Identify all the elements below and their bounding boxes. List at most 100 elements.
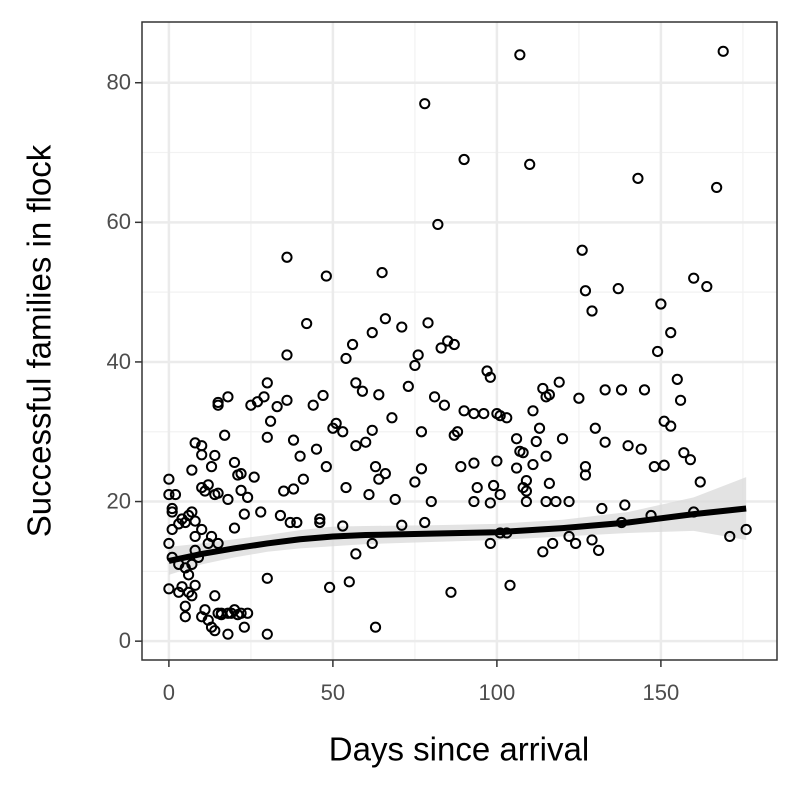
point: [327, 422, 339, 434]
point: [373, 389, 385, 401]
point: [471, 481, 483, 494]
point: [169, 488, 182, 501]
point: [547, 537, 559, 550]
point: [419, 98, 431, 110]
point: [484, 371, 496, 383]
point: [530, 435, 542, 448]
point: [448, 429, 460, 441]
point: [379, 468, 391, 480]
point: [189, 437, 201, 449]
point: [652, 345, 664, 358]
point: [458, 153, 470, 166]
point: [205, 530, 218, 543]
point: [163, 583, 175, 595]
point: [189, 579, 201, 591]
point: [510, 462, 523, 474]
point: [307, 399, 319, 411]
point: [301, 317, 313, 330]
point: [540, 495, 552, 508]
point: [196, 523, 208, 536]
point: [337, 520, 349, 532]
point: [212, 537, 224, 550]
point: [455, 461, 467, 473]
point: [553, 376, 565, 388]
point: [163, 488, 175, 501]
point: [596, 502, 608, 515]
point: [173, 518, 185, 530]
point: [563, 530, 575, 543]
point: [284, 516, 296, 529]
point: [491, 455, 503, 467]
point: [678, 447, 690, 459]
point: [425, 495, 437, 508]
point: [320, 461, 332, 473]
point: [717, 45, 729, 57]
point: [586, 305, 598, 317]
point: [166, 502, 178, 515]
point: [373, 473, 385, 485]
y-tick-label: 0: [119, 628, 131, 653]
point: [674, 394, 687, 406]
point: [543, 477, 555, 489]
point: [389, 493, 401, 506]
point: [688, 272, 700, 284]
point: [579, 469, 592, 481]
point: [409, 359, 421, 372]
point: [189, 530, 201, 543]
point: [415, 463, 428, 475]
point: [724, 530, 736, 543]
point: [540, 450, 552, 462]
point: [205, 461, 218, 473]
point: [314, 516, 326, 529]
point: [694, 476, 706, 488]
point: [494, 488, 506, 501]
point: [202, 479, 214, 491]
point: [435, 342, 447, 354]
point: [310, 443, 323, 455]
point: [363, 488, 375, 501]
point: [494, 410, 506, 422]
point: [537, 546, 549, 558]
point: [366, 424, 378, 436]
point: [182, 509, 195, 522]
point: [599, 436, 611, 448]
point: [563, 495, 575, 508]
point: [369, 621, 382, 633]
smooth-line: [168, 505, 747, 564]
point: [166, 506, 178, 518]
x-axis-title: Days since arrival: [329, 731, 589, 768]
point: [366, 537, 378, 550]
point: [271, 401, 283, 413]
point: [415, 426, 428, 438]
point: [520, 485, 533, 497]
point: [527, 405, 539, 417]
point: [222, 391, 234, 403]
point: [238, 508, 250, 520]
point: [484, 497, 496, 509]
point: [337, 426, 349, 438]
point: [235, 468, 247, 480]
point: [179, 611, 191, 623]
panel-border: [141, 21, 778, 661]
point: [248, 471, 260, 483]
point: [701, 280, 713, 293]
point: [350, 440, 362, 452]
point: [543, 389, 555, 401]
point: [209, 625, 221, 637]
point: [189, 515, 201, 527]
y-tick-label: 60: [107, 209, 131, 234]
point: [235, 484, 247, 496]
point: [524, 158, 536, 170]
point: [255, 506, 267, 518]
point: [340, 481, 352, 494]
point: [209, 449, 221, 462]
point: [222, 493, 234, 506]
point: [287, 434, 300, 446]
point: [589, 422, 601, 434]
point: [324, 581, 336, 594]
point: [573, 392, 585, 404]
point: [468, 495, 480, 508]
point: [163, 473, 175, 485]
